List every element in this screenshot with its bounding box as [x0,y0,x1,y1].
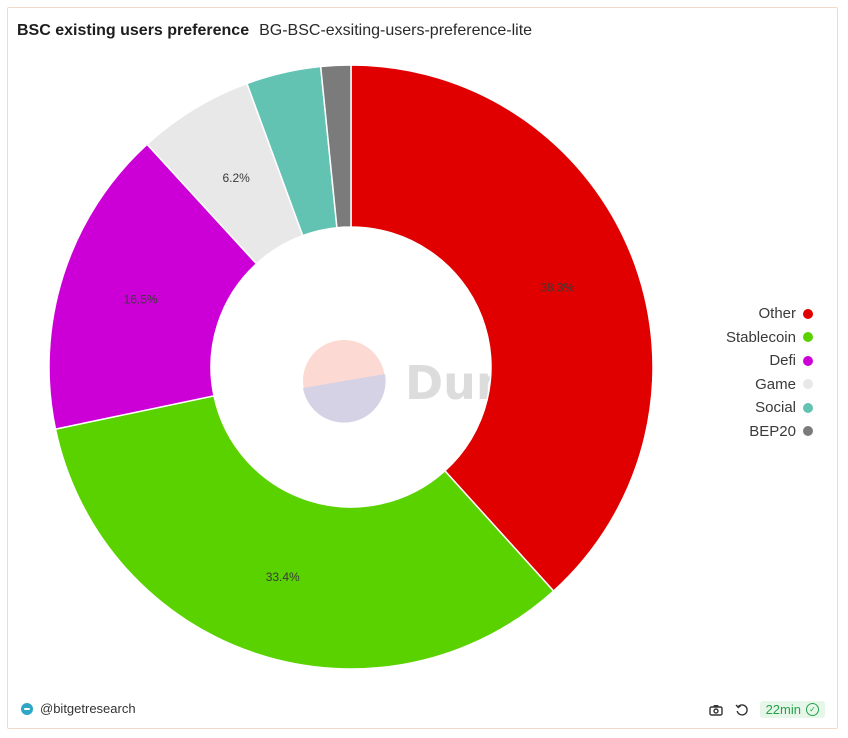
refresh-age: 22min [765,702,801,717]
legend-label: Social [755,399,796,416]
legend-item-game[interactable]: Game [726,373,813,397]
chart-card: BSC existing users preference BG-BSC-exsi… [7,7,838,729]
legend-label: BEP20 [749,422,796,440]
legend-item-defi[interactable]: Defi [726,349,813,373]
author-link[interactable]: @bitgetresearch [21,701,136,716]
slice-defi[interactable] [48,143,258,431]
legend-item-social[interactable]: Social [726,396,813,420]
legend-swatch [803,308,813,319]
legend-label: Stablecoin [725,328,796,346]
legend-swatch [803,355,813,366]
legend: Other Stablecoin Defi Game Social BEP20 [726,302,813,443]
chart-header: BSC existing users preference BG-BSC-exsi… [17,22,532,40]
donut-chart: Dune 38.3%33.4%16.5%6.2% [48,64,654,670]
legend-item-bep20[interactable]: BEP20 [726,420,813,444]
legend-swatch [803,332,813,343]
legend-item-other[interactable]: Other [726,302,813,326]
legend-label: Other [758,305,796,322]
footer-actions: 22min ✓ [698,701,825,718]
slice-label-stablecoin: 33.4% [266,570,300,584]
camera-icon[interactable] [708,702,724,718]
refresh-icon[interactable] [734,702,750,718]
chart-title: BSC existing users preference [17,22,250,39]
legend-label: Defi [769,352,796,369]
check-circle-icon: ✓ [806,703,819,716]
slice-bep20[interactable] [319,64,352,229]
legend-swatch [803,379,813,390]
legend-item-stablecoin[interactable]: Stablecoin [726,326,813,350]
bitget-logo-icon [21,702,33,715]
slice-label-other: 38.3% [540,281,574,295]
slice-other[interactable] [350,64,654,593]
query-name[interactable]: BG-BSC-exsiting-users-preference-lite [259,22,533,39]
legend-label: Game [755,375,796,393]
legend-swatch [803,426,813,437]
slice-label-game: 6.2% [222,171,250,185]
dune-logo-shade [303,374,386,423]
refresh-age-badge[interactable]: 22min ✓ [759,701,825,718]
legend-swatch [803,402,813,413]
slice-stablecoin[interactable] [54,394,555,670]
slice-label-defi: 16.5% [124,292,158,306]
author-name: @bitgetresearch [40,701,136,716]
